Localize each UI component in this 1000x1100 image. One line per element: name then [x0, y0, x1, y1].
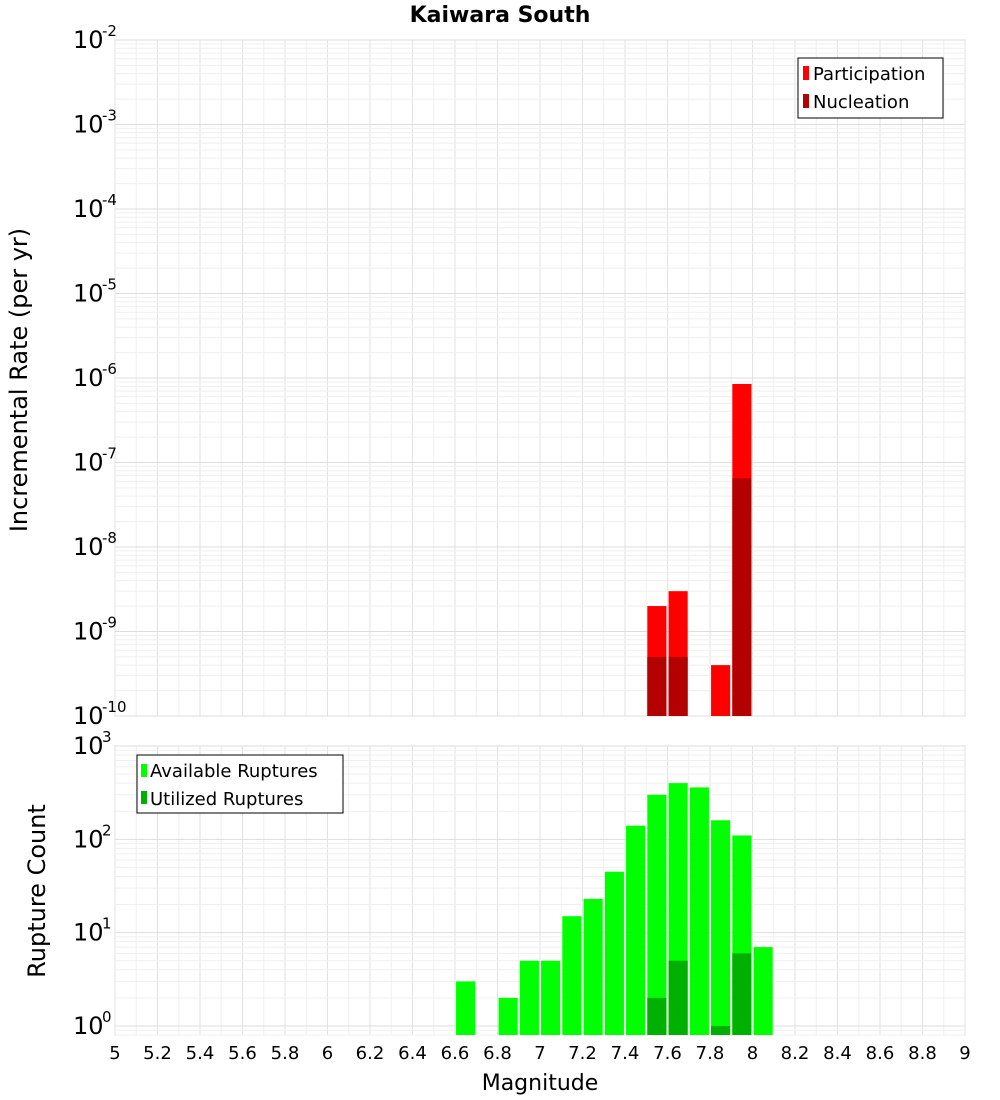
y-tick-label: 10 — [73, 702, 104, 730]
x-tick-label: 8.8 — [908, 1043, 937, 1064]
y-tick-exponent: -2 — [102, 22, 117, 40]
bar-available-ruptures — [583, 898, 603, 1035]
bar-available-ruptures — [604, 871, 624, 1035]
participation-swatch — [803, 66, 809, 80]
rate-legend: Participation Nucleation — [797, 57, 944, 119]
y-tick-label: 10 — [73, 618, 104, 646]
x-tick-label: 7.2 — [568, 1043, 597, 1064]
bar-overlay-nucleation — [647, 656, 667, 716]
y-tick-label: 10 — [73, 280, 104, 308]
x-tick-label: 7.6 — [653, 1043, 682, 1064]
x-tick-label: 8.2 — [781, 1043, 810, 1064]
utilized-ruptures-swatch — [141, 791, 147, 804]
count-y-axis-label: Rupture Count — [23, 804, 51, 978]
y-tick-exponent: 3 — [102, 728, 112, 746]
bar-available-ruptures — [498, 997, 518, 1035]
y-tick-label: 10 — [73, 195, 104, 223]
bar-available-ruptures — [753, 947, 773, 1035]
available-ruptures-legend-label: Available Ruptures — [150, 761, 318, 782]
bar-available-ruptures — [711, 820, 731, 1035]
x-axis-label: Magnitude — [482, 1071, 599, 1096]
bar-available-ruptures — [541, 960, 561, 1035]
bar-participation — [711, 665, 731, 716]
y-tick-label: 10 — [73, 825, 104, 853]
y-tick-exponent: -6 — [102, 360, 117, 378]
rate-legend-box — [797, 57, 944, 119]
x-tick-label: 6 — [322, 1043, 333, 1064]
rate-grid — [114, 39, 966, 717]
x-tick-label: 8 — [747, 1043, 758, 1064]
bar-overlay-utilized-ruptures — [711, 1025, 731, 1035]
y-tick-exponent: -10 — [102, 698, 127, 716]
bar-available-ruptures — [626, 825, 646, 1035]
x-tick-label: 8.4 — [823, 1043, 852, 1064]
participation-legend-label: Participation — [813, 64, 925, 85]
bar-overlay-utilized-ruptures — [732, 953, 752, 1035]
x-tick-label: 6.2 — [356, 1043, 385, 1064]
y-tick-label: 10 — [73, 364, 104, 392]
count-legend: Available Ruptures Utilized Ruptures — [136, 754, 344, 814]
x-tick-label: 7 — [534, 1043, 545, 1064]
x-tick-label: 7.8 — [696, 1043, 725, 1064]
bar-available-ruptures — [456, 981, 476, 1035]
magnitude-x-ticks: 5 5.2 5.4 5.6 5.8 6 6.2 6.4 6.6 6.8 7 7.2 7.4 7.6 7.8 8… — [109, 1043, 970, 1064]
x-tick-label: 6.8 — [483, 1043, 512, 1064]
y-tick-exponent: 0 — [102, 1008, 112, 1026]
x-tick-label: 5.4 — [186, 1043, 215, 1064]
bar-available-ruptures — [647, 794, 667, 1035]
y-tick-exponent: -5 — [102, 276, 117, 294]
nucleation-swatch — [803, 94, 809, 108]
bar-overlay-nucleation — [668, 656, 688, 716]
bar-available-ruptures — [519, 960, 539, 1035]
bar-available-ruptures — [689, 787, 709, 1035]
x-tick-label: 6.4 — [398, 1043, 427, 1064]
y-tick-label: 10 — [73, 919, 104, 947]
y-tick-exponent: -9 — [102, 614, 117, 632]
y-tick-exponent: -8 — [102, 529, 117, 547]
y-tick-exponent: 1 — [102, 915, 112, 933]
available-ruptures-swatch — [141, 764, 147, 777]
x-tick-label: 5.8 — [271, 1043, 300, 1064]
nucleation-legend-label: Nucleation — [813, 92, 909, 113]
bar-overlay-utilized-ruptures — [668, 960, 688, 1035]
y-tick-label: 10 — [73, 1012, 104, 1040]
bar-overlay-nucleation — [732, 478, 752, 716]
x-tick-label: 9 — [959, 1043, 970, 1064]
rate-y-axis-label: Incremental Rate (per yr) — [5, 228, 33, 532]
y-tick-exponent: -4 — [102, 191, 117, 209]
y-tick-label: 10 — [73, 26, 104, 54]
x-tick-label: 8.6 — [866, 1043, 895, 1064]
y-tick-label: 10 — [73, 449, 104, 477]
rate-bars — [647, 383, 752, 716]
x-tick-label: 6.6 — [441, 1043, 470, 1064]
count-legend-box — [136, 754, 344, 814]
chart-title: Kaiwara South — [410, 3, 591, 28]
y-tick-label: 10 — [73, 533, 104, 561]
x-tick-label: 7.4 — [611, 1043, 640, 1064]
y-tick-label: 10 — [73, 732, 104, 760]
x-tick-label: 5.2 — [143, 1043, 172, 1064]
y-tick-exponent: -3 — [102, 107, 117, 125]
y-tick-exponent: 2 — [102, 821, 112, 839]
y-tick-exponent: -7 — [102, 445, 117, 463]
utilized-ruptures-legend-label: Utilized Ruptures — [150, 789, 303, 810]
y-tick-label: 10 — [73, 111, 104, 139]
bar-overlay-utilized-ruptures — [647, 997, 667, 1035]
x-tick-label: 5 — [109, 1043, 120, 1064]
count-bars — [456, 783, 773, 1035]
x-tick-label: 5.6 — [228, 1043, 257, 1064]
bar-available-ruptures — [562, 916, 582, 1035]
